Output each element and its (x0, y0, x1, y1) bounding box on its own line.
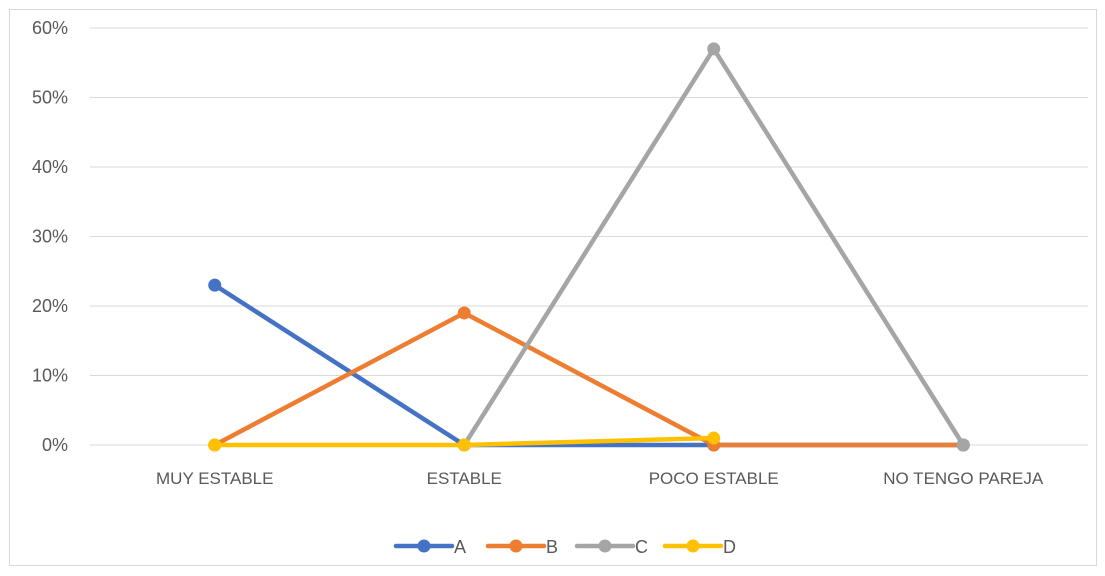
y-tick-label: 40% (32, 157, 68, 177)
y-tick-label: 60% (32, 18, 68, 38)
series-line-c (462, 46, 966, 448)
legend-label-c: C (635, 537, 648, 557)
legend-marker-c (598, 539, 612, 553)
data-point-c (707, 42, 721, 56)
x-category-label: ESTABLE (427, 469, 502, 488)
legend-marker-a (417, 539, 431, 553)
legend-label-b: B (546, 537, 558, 557)
data-point-b (457, 306, 471, 320)
series-line-b (212, 310, 966, 448)
x-category-label: POCO ESTABLE (649, 469, 779, 488)
data-point-d (707, 431, 721, 445)
series-line-a (212, 282, 966, 448)
data-point-a (208, 278, 222, 292)
legend-marker-d (686, 539, 700, 553)
x-category-label: NO TENGO PAREJA (883, 469, 1044, 488)
legend-marker-b (509, 539, 523, 553)
chart-frame (9, 9, 1097, 566)
data-point-c (956, 438, 970, 452)
y-tick-label: 0% (42, 435, 68, 455)
y-tick-label: 30% (32, 227, 68, 247)
y-tick-label: 50% (32, 88, 68, 108)
data-point-d (457, 438, 471, 452)
legend-label-d: D (723, 537, 736, 557)
y-tick-label: 20% (32, 296, 68, 316)
legend-label-a: A (454, 537, 466, 557)
x-category-label: MUY ESTABLE (156, 469, 273, 488)
data-point-d (208, 438, 222, 452)
y-tick-label: 10% (32, 366, 68, 386)
